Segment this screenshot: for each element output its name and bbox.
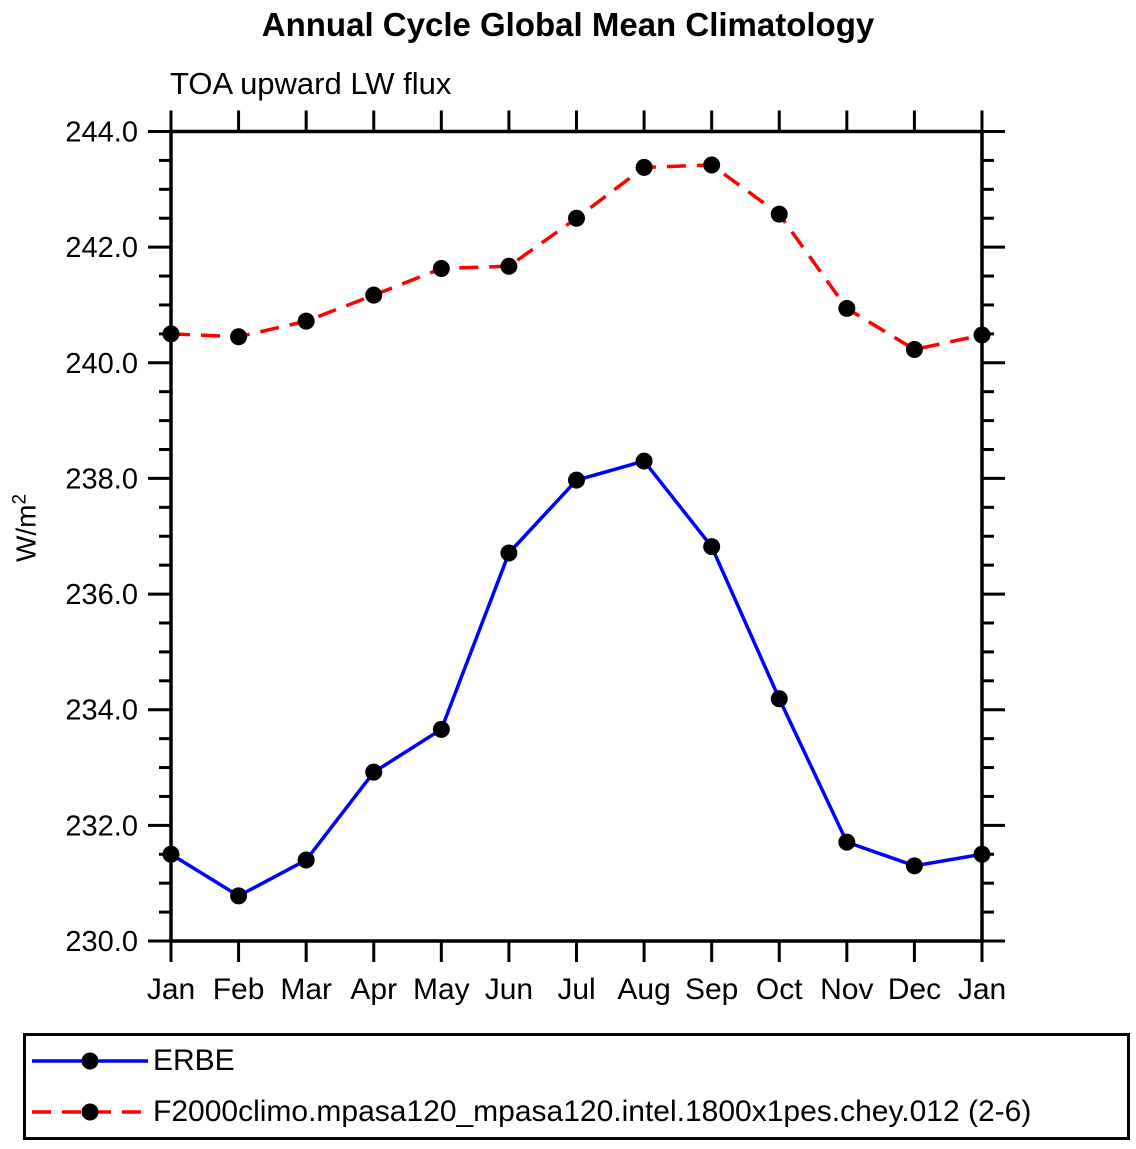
data-point-marker bbox=[905, 857, 923, 875]
y-tick-label: 238.0 bbox=[65, 463, 138, 495]
chart-subtitle: TOA upward LW flux bbox=[170, 66, 452, 101]
x-axis-ticks bbox=[169, 110, 984, 962]
y-tick-label: 236.0 bbox=[65, 579, 138, 611]
legend-item-erbe: ERBE bbox=[26, 1037, 1127, 1085]
axis-frame bbox=[169, 129, 984, 943]
data-point-marker bbox=[297, 312, 315, 330]
y-axis-ticks bbox=[148, 130, 1005, 943]
legend-item-f2000climo: F2000climo.mpasa120_mpasa120.intel.1800x… bbox=[26, 1088, 1127, 1136]
data-point-marker bbox=[162, 845, 180, 863]
x-tick-label: Mar bbox=[280, 973, 332, 1006]
data-point-marker bbox=[432, 720, 450, 738]
x-tick-label: Nov bbox=[820, 973, 873, 1006]
data-point-marker bbox=[568, 471, 585, 489]
x-tick-label: Jan bbox=[958, 973, 1006, 1006]
series-f2000climo bbox=[162, 156, 991, 358]
data-point-marker bbox=[973, 845, 991, 863]
y-tick-label: 234.0 bbox=[65, 695, 138, 727]
y-tick-label: 240.0 bbox=[65, 348, 138, 380]
data-point-marker bbox=[973, 326, 991, 344]
data-point-marker bbox=[838, 299, 856, 317]
data-point-marker bbox=[500, 257, 518, 275]
data-point-marker bbox=[838, 833, 856, 851]
data-point-marker bbox=[500, 544, 518, 562]
plot-area: 230.0 232.0 234.0 236.0 238.0 240.0 242.0 244.0… bbox=[65, 110, 1006, 1006]
y-axis-tick-labels: 230.0 232.0 234.0 236.0 238.0 240.0 242.0 244.0 bbox=[65, 117, 138, 959]
series-erbe bbox=[162, 452, 991, 905]
data-point-marker bbox=[770, 205, 788, 223]
x-tick-label: May bbox=[413, 973, 470, 1006]
legend-sample-marker bbox=[81, 1052, 99, 1070]
legend-sample-marker bbox=[81, 1103, 99, 1121]
x-tick-label: Jul bbox=[557, 973, 595, 1006]
x-tick-label: Dec bbox=[888, 973, 941, 1006]
data-point-marker bbox=[365, 763, 383, 781]
data-point-marker bbox=[635, 452, 653, 470]
x-tick-label: Sep bbox=[685, 973, 738, 1006]
x-tick-label: Jun bbox=[485, 973, 533, 1006]
data-point-marker bbox=[432, 260, 450, 278]
x-tick-label: Apr bbox=[350, 973, 397, 1006]
y-tick-label: 242.0 bbox=[65, 232, 138, 264]
data-point-marker bbox=[365, 286, 383, 304]
data-point-marker bbox=[568, 209, 585, 227]
x-tick-label: Oct bbox=[756, 973, 803, 1006]
series-line bbox=[170, 163, 983, 352]
legend-label-f2000climo: F2000climo.mpasa120_mpasa120.intel.1800x… bbox=[153, 1094, 1032, 1128]
data-point-marker bbox=[297, 851, 315, 869]
x-axis-tick-labels: Jan Feb Mar Apr May Jun Jul Aug Sep Oct Nov Dec Jan bbox=[147, 973, 1006, 1006]
x-tick-label: Feb bbox=[213, 973, 265, 1006]
series-line bbox=[170, 459, 983, 898]
legend-line-sample-dashed bbox=[32, 1103, 148, 1121]
legend-line-sample-solid bbox=[32, 1052, 148, 1070]
x-tick-label: Jan bbox=[147, 973, 195, 1006]
legend-label-erbe: ERBE bbox=[153, 1044, 235, 1078]
data-point-marker bbox=[230, 887, 248, 905]
data-point-marker bbox=[635, 158, 653, 176]
x-tick-label: Aug bbox=[617, 973, 670, 1006]
data-point-marker bbox=[230, 328, 248, 346]
data-point-marker bbox=[905, 340, 923, 358]
data-point-marker bbox=[162, 325, 180, 343]
y-tick-label: 244.0 bbox=[65, 117, 138, 149]
legend-box: ERBE F2000climo.mpasa120_mpasa120.intel.… bbox=[23, 1033, 1130, 1140]
chart-title: Annual Cycle Global Mean Climatology bbox=[261, 6, 875, 43]
data-point-marker bbox=[770, 690, 788, 708]
y-tick-label: 230.0 bbox=[65, 926, 138, 958]
data-point-marker bbox=[703, 156, 721, 174]
data-point-marker bbox=[703, 538, 721, 556]
y-tick-label: 232.0 bbox=[65, 810, 138, 842]
